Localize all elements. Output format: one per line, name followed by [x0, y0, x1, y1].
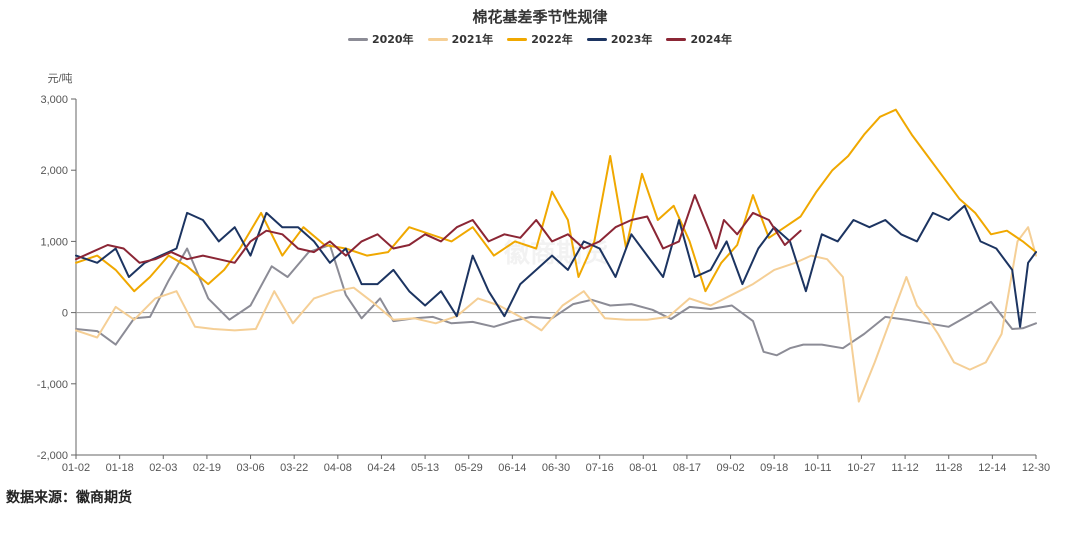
- x-tick-label: 07-16: [586, 462, 614, 474]
- legend-label: 2022年: [531, 33, 573, 46]
- x-tick-label: 02-19: [193, 462, 221, 474]
- x-tick-label: 11-12: [891, 462, 918, 474]
- x-tick-label: 10-27: [847, 462, 875, 474]
- y-tick-label: -1,000: [37, 379, 68, 391]
- legend-item[interactable]: 2023年: [586, 31, 653, 47]
- y-tick-label: 0: [62, 308, 68, 320]
- x-tick-label: 12-30: [1022, 462, 1050, 474]
- series-line-2021年: [75, 226, 1037, 403]
- series-line-2023年: [75, 204, 1037, 328]
- y-tick-label: 1,000: [40, 236, 68, 248]
- x-tick-label: 03-22: [280, 462, 308, 474]
- legend: 2020年 2021年 2022年 2023年 2024年: [0, 31, 1080, 47]
- legend-swatch: [586, 37, 607, 41]
- x-tick-label: 11-28: [935, 462, 962, 474]
- legend-swatch: [666, 37, 687, 41]
- x-tick-label: 01-02: [62, 462, 90, 474]
- legend-item[interactable]: 2022年: [507, 31, 573, 47]
- x-tick-label: 08-17: [673, 462, 701, 474]
- x-tick-label: 05-13: [411, 462, 439, 474]
- legend-swatch: [347, 37, 368, 41]
- chart-title: 棉花基差季节性规律: [472, 8, 608, 26]
- data-source: 数据来源：徽商期货: [6, 490, 132, 506]
- x-tick-label: 04-08: [324, 462, 352, 474]
- legend-label: 2023年: [610, 33, 653, 46]
- legend-label: 2021年: [451, 33, 494, 46]
- y-axis-unit: 元/吨: [47, 72, 72, 85]
- x-tick-label: 06-30: [542, 462, 570, 474]
- legend-item[interactable]: 2021年: [427, 31, 494, 47]
- x-tick-label: 04-24: [367, 462, 395, 474]
- series-line-2024年: [75, 194, 802, 264]
- x-tick-label: 03-06: [236, 462, 264, 474]
- legend-item[interactable]: 2020年: [347, 31, 414, 47]
- series-line-2020年: [75, 244, 1037, 357]
- y-tick-label: 3,000: [40, 94, 68, 106]
- legend-swatch: [427, 37, 448, 41]
- y-tick-label: 2,000: [40, 165, 68, 177]
- x-tick-label: 12-14: [978, 462, 1006, 474]
- x-tick-label: 08-01: [629, 462, 657, 474]
- x-tick-label: 01-18: [106, 462, 134, 474]
- legend-swatch: [507, 37, 528, 41]
- x-tick-label: 05-29: [455, 462, 483, 474]
- legend-item[interactable]: 2024年: [666, 31, 732, 47]
- x-tick-label: 02-03: [149, 462, 177, 474]
- x-tick-label: 06-14: [498, 462, 526, 474]
- y-tick-label: -2,000: [37, 450, 68, 462]
- legend-label: 2024年: [690, 33, 733, 46]
- x-tick-label: 10-11: [804, 462, 831, 474]
- x-tick-label: 09-18: [760, 462, 788, 474]
- x-tick-label: 09-02: [716, 462, 744, 474]
- legend-label: 2020年: [371, 33, 414, 46]
